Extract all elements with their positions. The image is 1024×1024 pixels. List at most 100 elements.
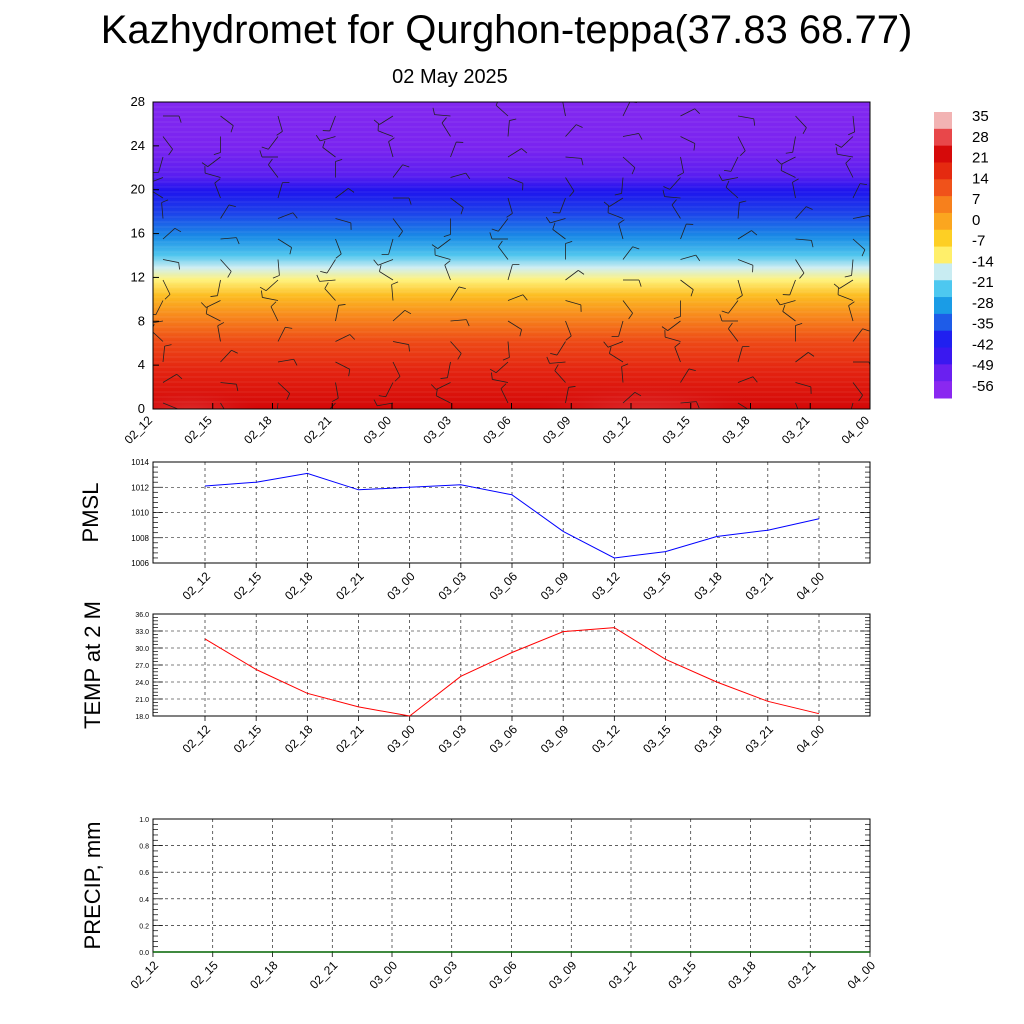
x-tick-label: 03_15	[640, 722, 674, 756]
wind-barb-flag	[320, 270, 328, 274]
wind-barb	[495, 104, 509, 117]
wind-barb-flag	[458, 286, 466, 290]
wind-barb	[795, 402, 799, 409]
colorbar-swatch	[934, 381, 952, 399]
wind-barb-flag	[725, 180, 730, 188]
colorbar-swatch	[934, 112, 952, 130]
warm-core-right	[500, 345, 790, 409]
colorbar-swatch	[934, 179, 952, 197]
wind-barb	[162, 136, 173, 150]
wind-barb	[737, 279, 743, 296]
wind-barb-flag	[443, 234, 451, 238]
heatmap-field	[153, 102, 870, 409]
wind-barb	[335, 382, 339, 399]
colorbar-swatch	[934, 280, 952, 298]
colorbar-label: 28	[972, 129, 989, 146]
wind-barb	[665, 336, 681, 342]
colorbar-swatch	[934, 212, 952, 231]
wind-barb-flag	[322, 140, 326, 148]
wind-barb	[220, 115, 234, 126]
colorbar-label: 7	[972, 191, 980, 208]
wind-barb-flag	[811, 240, 814, 248]
wind-barb-flag	[662, 189, 665, 197]
wind-barb-flag	[286, 393, 291, 400]
x-tick-label: 03_12	[589, 569, 623, 603]
wind-barb	[622, 300, 633, 314]
wind-barb	[205, 300, 221, 308]
wind-barb-flag	[153, 313, 156, 316]
wind-barb	[680, 108, 695, 117]
wind-barb	[205, 172, 221, 178]
y-tick-label: 33.0	[135, 629, 149, 636]
wind-barb	[841, 136, 854, 148]
wind-barb	[270, 306, 279, 322]
wind-barb	[839, 279, 854, 289]
wind-barb-flag	[236, 384, 239, 392]
wind-barb	[565, 156, 582, 159]
wind-barb-flag	[432, 107, 435, 115]
wind-barb-flag	[522, 294, 528, 301]
wind-barb	[388, 141, 394, 158]
wind-barb-flag	[398, 231, 403, 238]
wind-barb-flag	[552, 222, 556, 230]
wind-barb	[622, 156, 636, 169]
wind-barb	[622, 391, 636, 404]
wind-barb	[220, 382, 237, 385]
wind-barb	[492, 379, 509, 383]
wind-barb-flag	[693, 143, 696, 151]
wind-barb	[549, 361, 566, 364]
wind-barb	[206, 313, 221, 322]
wind-barb	[385, 382, 394, 397]
wind-barb-flag	[228, 204, 236, 208]
page-date: 02 May 2025	[392, 66, 508, 88]
heatmap-y-axis: 0 4 8 12 16 20 24 28	[131, 94, 159, 416]
colorbar-swatch	[934, 162, 952, 180]
wind-barb	[220, 402, 225, 409]
x-tick-label: 03_15	[659, 413, 693, 447]
x-tick-label: 03_06	[480, 413, 514, 447]
wind-barb-flag	[740, 150, 746, 156]
x-tick-label: 02_21	[333, 569, 367, 603]
wind-barb	[277, 115, 283, 132]
wind-barb-flag	[217, 322, 225, 327]
y-tick-label: 27.0	[135, 663, 149, 670]
wind-barb-flag	[723, 170, 732, 172]
wind-barb	[680, 279, 694, 290]
wind-barb-flag	[868, 215, 870, 219]
wind-barb	[214, 182, 221, 199]
y-tick-label: 1008	[131, 534, 149, 543]
wind-barb-flag	[430, 384, 437, 390]
wind-barb-flag	[348, 188, 355, 193]
wind-barb-flag	[338, 304, 346, 306]
wind-barb-flag	[550, 352, 558, 356]
y-tick-label: 0	[138, 401, 145, 416]
wind-barb	[609, 197, 624, 207]
wind-barb	[507, 197, 513, 214]
x-tick-label: 03_00	[367, 958, 401, 992]
x-tick-label: 02_12	[128, 958, 162, 992]
wind-barb	[207, 156, 221, 167]
x-tick-label: 03_18	[691, 569, 725, 603]
wind-barb	[158, 156, 164, 173]
x-tick-label: 03_12	[589, 722, 623, 756]
wind-barb	[607, 212, 624, 219]
wind-barb-flag	[289, 247, 292, 255]
x-tick-label: 03_06	[487, 722, 521, 756]
wind-barb	[730, 156, 739, 172]
colorbar-label: -35	[972, 316, 994, 333]
wind-barb-flag	[174, 227, 182, 233]
y-tick-label: 8	[138, 313, 145, 328]
wind-barb-flag	[562, 97, 568, 100]
colorbar-swatch	[934, 246, 952, 264]
wind-barb	[664, 196, 681, 199]
wind-barb-flag	[435, 388, 438, 396]
x-tick-label: 02_18	[247, 958, 281, 992]
y-tick-label: 18.0	[135, 714, 149, 721]
colorbar-swatch	[934, 364, 952, 382]
colorbar-swatch	[934, 229, 952, 248]
y-tick-label: 20	[131, 182, 145, 197]
wind-barb-flag	[862, 328, 870, 332]
wind-barb	[441, 122, 451, 137]
wind-barb	[324, 288, 336, 301]
wind-barb	[436, 395, 451, 404]
